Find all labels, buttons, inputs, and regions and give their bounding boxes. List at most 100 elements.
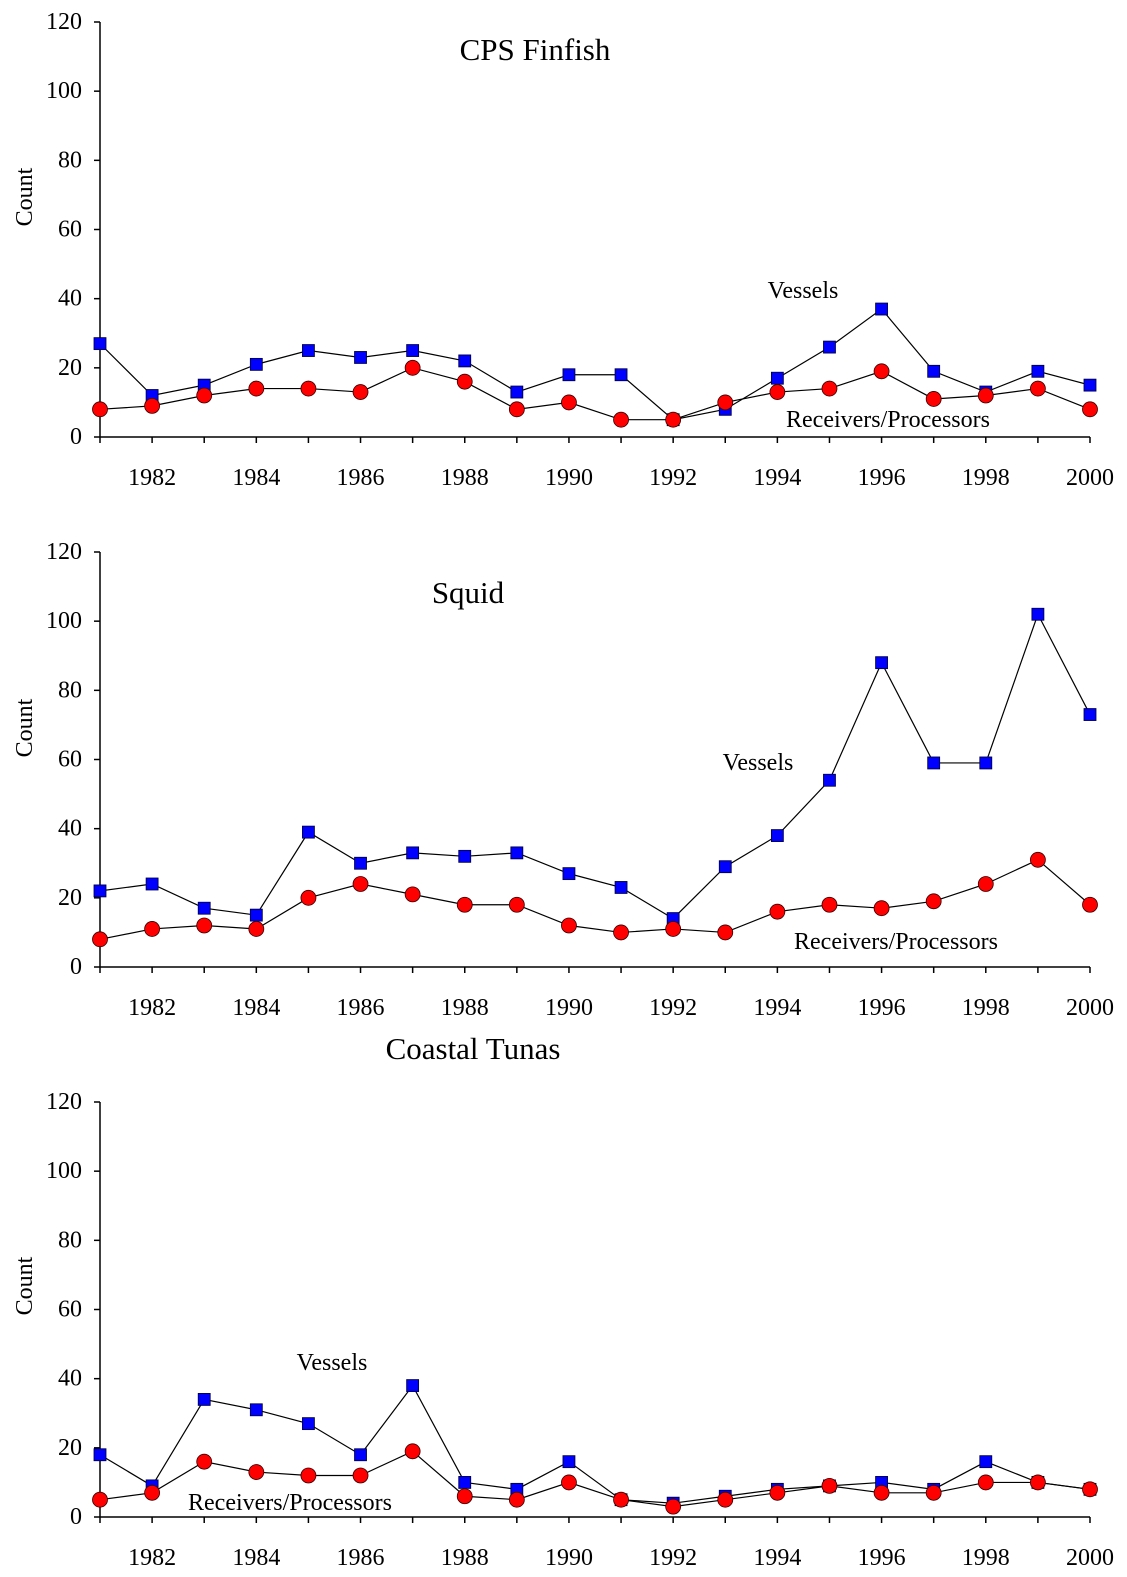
data-point-receivers-processors — [404, 886, 421, 903]
data-point-vessels — [249, 357, 263, 371]
data-point-receivers-processors — [769, 903, 786, 920]
x-tick-label: 1990 — [545, 465, 593, 491]
data-point-receivers-processors — [404, 359, 421, 376]
x-tick-labels: 1982 1984 1986 1988 1990 1992 1994 1996 … — [128, 465, 1114, 491]
series-line-vessels — [99, 1384, 1091, 1504]
data-point-receivers-processors — [1082, 896, 1098, 913]
data-point-vessels — [93, 1448, 107, 1462]
y-tick-label: 100 — [46, 1158, 82, 1184]
data-point-receivers-processors — [92, 401, 108, 418]
data-point-receivers-processors — [1082, 401, 1098, 418]
series-markers — [92, 302, 1098, 428]
data-point-vessels — [354, 1448, 367, 1462]
series-lines — [99, 1384, 1091, 1508]
data-point-vessels — [249, 1403, 263, 1417]
data-point-receivers-processors — [977, 876, 994, 892]
chart-title: Coastal Tunas — [386, 1031, 561, 1066]
x-tick-label: 1998 — [962, 1545, 1010, 1571]
y-tick-label: 20 — [58, 355, 82, 381]
data-point-vessels — [718, 860, 732, 874]
x-tick-label: 1990 — [545, 995, 593, 1021]
y-tick-label: 100 — [46, 78, 82, 104]
data-point-receivers-processors — [717, 924, 734, 941]
data-point-receivers-processors — [300, 1467, 317, 1484]
data-point-vessels — [823, 340, 836, 354]
data-point-receivers-processors — [144, 397, 161, 414]
y-tick-label: 40 — [58, 816, 82, 842]
data-point-receivers-processors — [925, 391, 942, 407]
x-tick-label: 1982 — [128, 1545, 176, 1571]
data-point-receivers-processors — [248, 380, 265, 397]
data-point-receivers-processors — [717, 1491, 734, 1508]
annotation-receivers-processors: Receivers/Processors — [786, 407, 990, 433]
data-point-receivers-processors — [873, 900, 890, 917]
data-point-receivers-processors — [508, 401, 525, 418]
data-point-vessels — [458, 849, 472, 863]
y-tick-label: 100 — [46, 608, 82, 634]
data-point-vessels — [302, 344, 315, 357]
data-point-receivers-processors — [300, 380, 317, 397]
data-point-receivers-processors — [404, 1443, 421, 1460]
x-tick-label: 2000 — [1066, 1545, 1114, 1571]
data-point-vessels — [510, 385, 524, 399]
data-point-vessels — [979, 756, 993, 770]
x-tick-label: 1998 — [962, 995, 1010, 1021]
data-point-receivers-processors — [1029, 1474, 1046, 1491]
data-point-receivers-processors — [873, 1484, 890, 1501]
data-point-vessels — [354, 856, 367, 870]
series-line-receivers-processors — [99, 367, 1091, 421]
y-tick-labels: 0 20 40 60 80 100 120 — [46, 539, 82, 980]
chart-panel-cps-finfish: CPS Finfish Count 0 20 40 60 80 100 120 … — [12, 9, 1114, 491]
data-series — [92, 302, 1098, 428]
data-point-receivers-processors — [456, 373, 473, 390]
data-point-receivers-processors — [352, 384, 369, 400]
data-point-vessels — [93, 337, 107, 351]
chart-title: CPS Finfish — [460, 32, 611, 67]
x-tick-label: 1984 — [232, 1545, 280, 1571]
data-point-vessels — [406, 846, 420, 860]
y-axis-label: Count — [12, 1256, 38, 1315]
x-tick-label: 1994 — [753, 465, 801, 491]
data-series — [92, 607, 1098, 948]
x-tick-label: 1994 — [753, 995, 801, 1021]
data-point-vessels — [145, 877, 159, 891]
y-tick-label: 20 — [58, 885, 82, 911]
x-tick-label: 1984 — [232, 995, 280, 1021]
x-tick-label: 1984 — [232, 465, 280, 491]
data-point-vessels — [1031, 607, 1045, 621]
x-tick-label: 1994 — [753, 1545, 801, 1571]
series-markers — [92, 607, 1098, 948]
y-tick-label: 120 — [46, 539, 82, 565]
data-point-vessels — [1083, 708, 1097, 721]
data-point-vessels — [562, 1455, 576, 1469]
series-line-receivers-processors — [99, 1450, 1091, 1508]
data-point-receivers-processors — [248, 921, 265, 937]
data-point-receivers-processors — [821, 380, 838, 397]
y-tick-label: 120 — [46, 9, 82, 35]
data-point-receivers-processors — [352, 1467, 369, 1484]
data-point-receivers-processors — [665, 921, 682, 937]
data-point-receivers-processors — [1082, 1481, 1098, 1498]
data-point-vessels — [302, 825, 315, 839]
series-line-vessels — [99, 612, 1091, 920]
data-point-receivers-processors — [508, 1491, 525, 1508]
data-point-receivers-processors — [196, 1453, 213, 1470]
data-point-receivers-processors — [717, 394, 734, 411]
data-point-receivers-processors — [456, 1488, 473, 1505]
chart-panel-squid: Squid Count 0 20 40 60 80 100 120 1982 1… — [12, 539, 1114, 1021]
data-point-vessels — [927, 364, 941, 378]
y-axis-label: Count — [12, 698, 38, 757]
x-tick-label: 1996 — [858, 995, 906, 1021]
x-tick-label: 1988 — [441, 465, 489, 491]
annotation-vessels: Vessels — [723, 750, 794, 776]
tick-marks — [94, 551, 1091, 973]
data-point-receivers-processors — [977, 387, 994, 404]
tick-marks — [94, 1101, 1091, 1523]
data-point-receivers-processors — [196, 387, 213, 404]
x-tick-label: 1988 — [441, 1545, 489, 1571]
data-point-vessels — [875, 302, 888, 316]
x-tick-label: 1992 — [649, 465, 697, 491]
data-point-vessels — [979, 1455, 993, 1469]
y-tick-labels: 0 20 40 60 80 100 120 — [46, 9, 82, 450]
y-axis-label: Count — [12, 167, 38, 226]
